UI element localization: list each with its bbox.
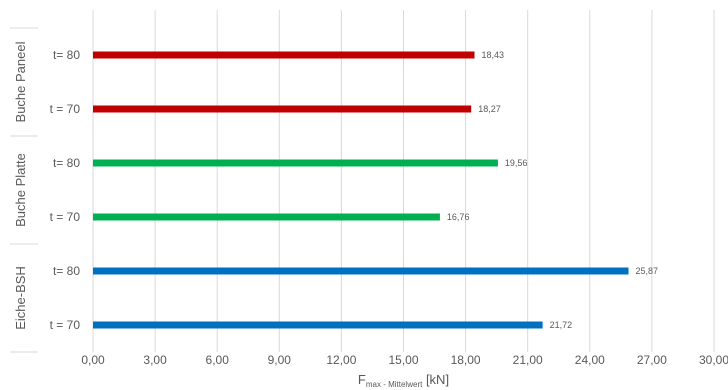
x-tick-label: 21,00 <box>513 353 543 367</box>
x-tick-label: 6,00 <box>206 353 230 367</box>
x-tick-label: 9,00 <box>268 353 292 367</box>
x-tick-label: 15,00 <box>388 353 418 367</box>
group-label: Buche Paneel <box>13 41 28 122</box>
x-axis-ticks: 0,00 3,00 6,00 9,00 12,00 15,00 18,00 21,00 24,0… <box>81 353 728 367</box>
x-tick-label: 30,00 <box>699 353 728 367</box>
x-axis-label-main: F <box>358 372 366 387</box>
data-label: 19,56 <box>505 158 528 168</box>
group-label: Buche Platte <box>13 153 28 227</box>
group-label: Eiche-BSH <box>13 266 28 330</box>
x-tick-label: 27,00 <box>637 353 667 367</box>
x-tick-label: 12,00 <box>326 353 356 367</box>
data-label: 16,76 <box>447 212 470 222</box>
data-label: 18,27 <box>478 104 501 114</box>
bars: 18,43 18,27 19,56 16,76 25,87 21,72 <box>93 50 658 330</box>
data-label: 21,72 <box>550 320 573 330</box>
category-label: t = 70 <box>50 210 81 224</box>
data-label: 25,87 <box>636 266 659 276</box>
gridlines <box>92 10 715 352</box>
category-label: t = 70 <box>50 318 81 332</box>
x-tick-label: 18,00 <box>451 353 481 367</box>
bar <box>93 321 543 329</box>
bar <box>93 51 475 59</box>
x-tick-label: 24,00 <box>575 353 605 367</box>
category-label: t = 70 <box>50 102 81 116</box>
group-labels: Buche Paneel Buche Platte Eiche-BSH <box>10 27 38 353</box>
x-axis-label-unit: [kN] <box>422 372 449 387</box>
category-labels: t= 80 t = 70 t= 80 t = 70 t= 80 t = 70 <box>50 48 81 332</box>
bar <box>93 159 498 167</box>
bar <box>93 267 629 275</box>
x-axis-label: Fmax - Mittelwert [kN] <box>358 372 449 389</box>
x-tick-label: 3,00 <box>143 353 167 367</box>
category-label: t= 80 <box>53 156 80 170</box>
bar <box>93 213 440 221</box>
data-label: 18,43 <box>482 50 505 60</box>
category-label: t= 80 <box>53 48 80 62</box>
category-label: t= 80 <box>53 264 80 278</box>
x-tick-label: 0,00 <box>81 353 105 367</box>
bar <box>93 105 472 113</box>
x-axis-label-subscript: max - Mittelwert <box>366 380 423 389</box>
